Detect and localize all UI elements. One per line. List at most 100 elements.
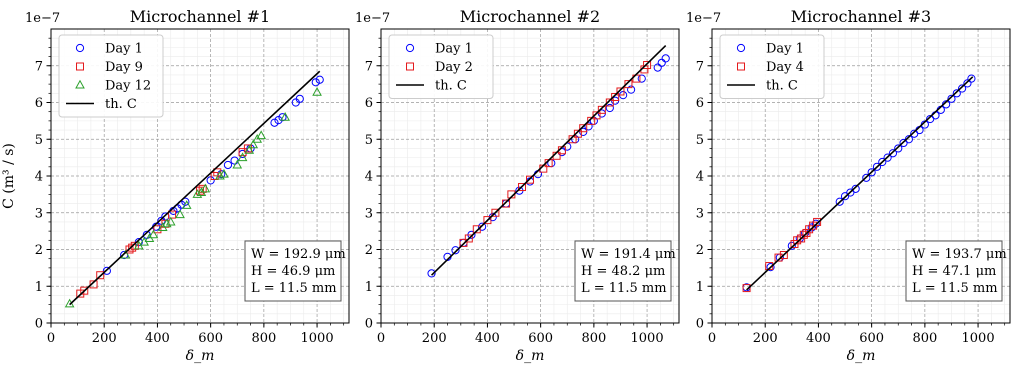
- annotation-line: H = 47.1 μm: [912, 264, 996, 279]
- chart-panel-2: 0 200 400 600 800 1000 0 1 2 3 4 5 6 7 1e−7 Microchanne…: [355, 7, 680, 364]
- x-tick-label: 600: [528, 331, 553, 346]
- data-point: [611, 92, 620, 101]
- annotation-box: [244, 240, 342, 302]
- series-day-12: [64, 86, 322, 308]
- y-tick-label: 6: [696, 96, 704, 111]
- x-tick-label: 200: [92, 331, 117, 346]
- y-tick-label: 5: [365, 133, 373, 148]
- legend-label: Day 12: [105, 79, 151, 94]
- data-point: [958, 84, 967, 93]
- x-tick-label: 200: [753, 331, 778, 346]
- data-point: [851, 184, 860, 193]
- data-point: [605, 98, 614, 107]
- data-point: [592, 111, 601, 120]
- data-point: [165, 216, 176, 226]
- data-point: [904, 135, 913, 144]
- data-point: [813, 217, 822, 226]
- series-th-c: [69, 70, 321, 306]
- data-point: [168, 210, 177, 219]
- data-point: [315, 75, 324, 84]
- data-point: [502, 199, 511, 208]
- data-point: [491, 208, 500, 217]
- data-point: [175, 209, 185, 219]
- data-point: [192, 189, 203, 198]
- data-point: [952, 89, 961, 98]
- legend: Day 1 Day 4 th. C: [719, 34, 825, 99]
- data-point: [947, 94, 956, 103]
- y-axis-multiplier: 1e−7: [25, 11, 60, 26]
- annotation-line: W = 192.9 μm: [251, 247, 346, 262]
- data-point: [883, 153, 892, 162]
- data-point: [627, 85, 636, 94]
- data-point: [653, 63, 662, 72]
- legend-marker: [75, 43, 85, 53]
- x-tick-label: 0: [708, 331, 716, 346]
- y-tick-label: 2: [365, 243, 373, 258]
- x-tick-label: 400: [806, 331, 831, 346]
- legend-box: [58, 34, 164, 118]
- data-point: [153, 225, 162, 234]
- annotation-line: H = 46.9 μm: [251, 264, 335, 279]
- data-point: [427, 269, 436, 278]
- data-point: [811, 219, 820, 228]
- data-point: [243, 144, 252, 153]
- data-point: [237, 152, 248, 162]
- data-point: [181, 197, 190, 206]
- data-point: [766, 263, 775, 272]
- theoretical-line: [430, 44, 667, 276]
- data-point: [223, 160, 233, 170]
- y-axis-multiplier: 1e−7: [355, 11, 390, 26]
- theoretical-line: [69, 70, 321, 306]
- legend-marker: [76, 62, 84, 71]
- y-tick-label: 1: [696, 280, 704, 295]
- parameter-annotation: W = 191.4 μm H = 48.2 μm L = 11.5 mm: [574, 240, 676, 302]
- x-tick-label: 800: [251, 331, 276, 346]
- annotation-line: L = 11.5 mm: [581, 281, 667, 296]
- data-point: [584, 122, 593, 131]
- legend-label: Day 2: [435, 60, 473, 75]
- data-point: [80, 286, 89, 295]
- annotation-line: L = 11.5 mm: [912, 281, 998, 296]
- data-point: [248, 139, 259, 149]
- x-tick-label: 600: [859, 331, 884, 346]
- data-point: [89, 280, 98, 289]
- legend-label: Day 4: [766, 60, 804, 75]
- legend-label: th. C: [766, 79, 798, 94]
- data-point: [256, 130, 267, 140]
- annotation-line: W = 191.4 μm: [581, 247, 676, 262]
- data-point: [161, 218, 172, 228]
- y-tick-label: 1: [35, 280, 43, 295]
- data-point: [787, 241, 796, 250]
- annotation-line: H = 48.2 μm: [581, 264, 665, 279]
- x-tick-label: 1000: [962, 331, 995, 346]
- data-point: [270, 118, 279, 127]
- data-point: [661, 54, 670, 63]
- annotation-box: [574, 240, 672, 302]
- legend-label: th. C: [435, 79, 467, 94]
- y-tick-label: 0: [696, 317, 704, 332]
- data-point: [967, 74, 976, 83]
- data-point: [295, 94, 304, 103]
- data-point: [64, 298, 75, 308]
- data-point: [862, 173, 871, 182]
- series-day-4: [742, 217, 822, 293]
- series-th-c: [746, 76, 974, 291]
- data-point: [605, 103, 614, 113]
- x-tick-label: 800: [912, 331, 937, 346]
- x-tick-label: 0: [47, 331, 55, 346]
- y-tick-label: 4: [35, 170, 43, 185]
- data-point: [597, 105, 606, 114]
- x-tick-label: 200: [422, 331, 447, 346]
- data-point: [232, 159, 243, 169]
- data-point: [215, 170, 225, 180]
- legend-label: Day 1: [766, 42, 804, 57]
- y-tick-label: 2: [696, 243, 704, 258]
- y-tick-label: 7: [35, 59, 43, 74]
- data-point: [483, 216, 492, 225]
- y-tick-label: 2: [35, 243, 43, 258]
- data-point: [894, 144, 903, 153]
- data-point: [867, 168, 876, 177]
- parameter-annotation: W = 192.9 μm H = 46.9 μm L = 11.5 mm: [244, 240, 346, 302]
- data-point: [637, 74, 646, 83]
